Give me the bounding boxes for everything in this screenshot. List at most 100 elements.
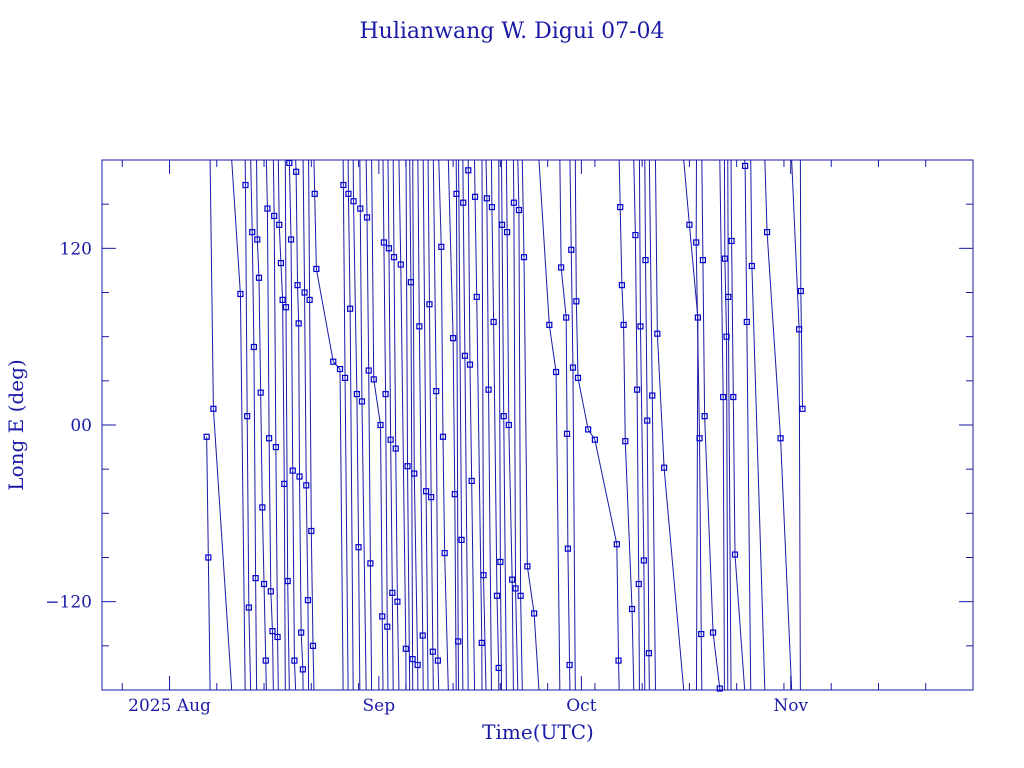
series-segment [555, 371, 561, 690]
data-point [304, 597, 312, 604]
data-point [512, 585, 519, 592]
series-segment [631, 609, 635, 690]
series-segment [430, 497, 434, 652]
series-segment [476, 296, 483, 643]
data-point [341, 374, 349, 381]
series-segment [277, 636, 279, 690]
data-point [509, 576, 516, 583]
data-point [303, 482, 310, 489]
series-segment [382, 160, 385, 243]
series-segment [481, 160, 484, 576]
series-segment [418, 326, 424, 636]
series-segment [471, 480, 476, 690]
series-segment [285, 307, 289, 582]
data-point [389, 589, 396, 596]
series-segment [695, 242, 701, 439]
series-segment [594, 439, 618, 545]
series-segment [462, 202, 466, 356]
data-point [451, 491, 458, 498]
data-point [264, 205, 271, 212]
series-segment [643, 560, 646, 690]
series-segment [263, 583, 267, 661]
data-point [409, 655, 416, 663]
data-point [568, 246, 575, 253]
series-segment [400, 264, 407, 649]
x-tick-label: Nov [773, 696, 808, 716]
series-segment [268, 438, 272, 592]
series-segment [405, 160, 409, 467]
data-point [585, 426, 592, 433]
series-segment [565, 317, 568, 434]
data-point [347, 305, 354, 312]
series-segment [646, 420, 650, 654]
series-segment [413, 473, 419, 665]
data-point [438, 243, 445, 250]
data-point [517, 592, 524, 599]
series-segment [265, 660, 267, 690]
data-point [450, 335, 457, 342]
data-point [515, 206, 523, 214]
series-segment [486, 198, 490, 390]
data-point [293, 168, 300, 175]
series-segment [570, 249, 574, 368]
series-segment [523, 257, 528, 567]
series-segment [395, 448, 398, 602]
data-point [637, 323, 644, 330]
series-segment [491, 207, 495, 322]
series-segment [766, 232, 782, 439]
series-segment [256, 239, 260, 278]
data-point [269, 628, 276, 635]
series-segment [305, 485, 309, 601]
series-segment [280, 263, 284, 300]
series-segment [417, 160, 420, 327]
series-segment [567, 548, 571, 665]
data-point [573, 298, 580, 305]
series-segment [365, 160, 368, 218]
series-segment [271, 631, 274, 690]
data-point [367, 560, 374, 567]
series-segment [574, 160, 577, 302]
data-point [363, 214, 371, 221]
series-segment [566, 433, 569, 549]
data-point [645, 650, 653, 657]
data-point [478, 639, 485, 646]
series-segment [385, 394, 388, 627]
series-segment [654, 160, 658, 334]
x-tick-label: 2025 Aug [128, 696, 211, 716]
series-segment [648, 160, 653, 396]
series-segment [390, 439, 393, 593]
data-point [558, 264, 565, 271]
series-segment [308, 160, 311, 300]
series-segment [458, 160, 463, 540]
data-point [799, 405, 806, 412]
series-segment [482, 575, 487, 690]
data-point [365, 367, 372, 374]
data-point [686, 221, 693, 228]
series-segment [298, 323, 300, 477]
data-point [255, 274, 263, 281]
data-point [628, 605, 636, 613]
data-point [271, 212, 278, 220]
series-segment [517, 160, 520, 211]
data-point [254, 236, 261, 243]
data-point [763, 229, 771, 236]
series-segment [701, 160, 704, 261]
series-segment [386, 626, 389, 690]
data-point [497, 558, 504, 566]
data-point [471, 193, 479, 200]
series-segment [719, 160, 724, 398]
series-segment [496, 595, 500, 668]
data-point [490, 318, 497, 326]
data-point [743, 318, 750, 326]
series-segment [381, 616, 384, 690]
series-segment [361, 401, 367, 690]
data-point [721, 255, 728, 262]
series-segment [369, 563, 373, 690]
series-segment [438, 160, 442, 247]
series-segment [508, 424, 513, 580]
series-segment [485, 160, 488, 199]
data-point [336, 365, 344, 373]
data-point [546, 321, 553, 328]
data-point [777, 435, 784, 442]
data-point [723, 333, 730, 340]
